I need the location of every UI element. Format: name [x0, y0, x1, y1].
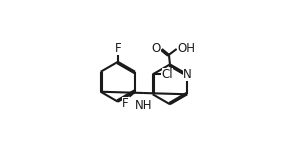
Text: F: F: [115, 42, 121, 55]
Text: Cl: Cl: [162, 68, 173, 81]
Text: O: O: [151, 42, 161, 55]
Text: OH: OH: [177, 42, 195, 55]
Text: F: F: [122, 97, 129, 110]
Text: N: N: [183, 68, 192, 81]
Text: NH: NH: [135, 99, 153, 112]
